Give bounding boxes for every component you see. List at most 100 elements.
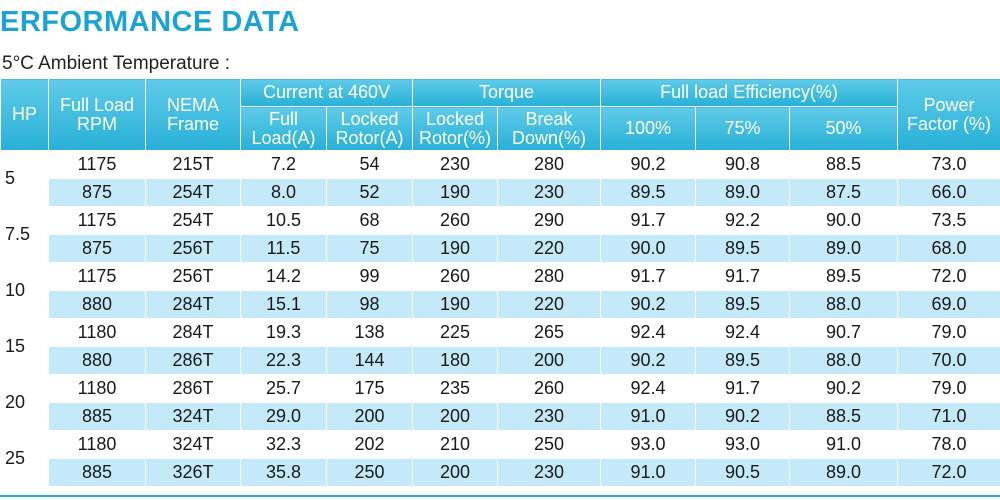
table-row: 880 286T 22.3 144 180 200 90.2 89.5 88.0 70.0: [1, 346, 1000, 375]
table-body: 5 1175 215T 7.2 54 230 280 90.2 90.8 88.5 73.0 875 2…: [0, 150, 1000, 487]
table-cell: 87.5: [789, 178, 899, 207]
table-row: 15 1180 284T 19.3 138 225 265 92.4 92.4 90.7 79.0: [0, 318, 1000, 375]
table-cell: 71.0: [897, 402, 1000, 431]
table-cell: 93.0: [600, 430, 697, 459]
table-cell: 90.8: [695, 150, 791, 179]
table-cell: 90.0: [789, 206, 899, 235]
table-cell: 265: [497, 318, 602, 347]
table-row: 885 326T 35.8 250 200 230 91.0 90.5 89.0 72.0: [1, 458, 1000, 487]
table-cell: 72.0: [897, 458, 1000, 487]
table-cell: 89.5: [789, 262, 899, 291]
table-cell: 1180: [48, 374, 146, 403]
table-cell: 99: [325, 262, 414, 291]
table-cell: 1180: [48, 430, 146, 459]
header-torque-break-down: Break Down(%): [497, 106, 602, 151]
table-cell: 90.2: [600, 150, 697, 179]
header-eff-50: 50%: [789, 106, 899, 151]
table-cell: 75: [325, 234, 414, 263]
table-cell: 254T: [145, 178, 241, 207]
header-efficiency-group: Full load Efficiency(%): [600, 78, 899, 107]
table-cell: 880: [48, 290, 146, 319]
table-cell: 73.5: [897, 206, 1000, 235]
table-row: 875 256T 11.5 75 190 220 90.0 89.5 89.0 68.0: [1, 234, 1000, 263]
table-row: 5 1175 215T 7.2 54 230 280 90.2 90.8 88.5 73.0: [0, 150, 1000, 207]
table-cell: 89.5: [695, 346, 791, 375]
table-cell: 90.2: [600, 346, 697, 375]
table-cell: 286T: [145, 374, 241, 403]
header-current-locked-rotor: Locked Rotor(A): [325, 106, 414, 151]
table-cell: 1175: [48, 206, 146, 235]
hp-cell: 7.5: [0, 206, 49, 263]
table-cell: 175: [325, 374, 414, 403]
table-cell: 89.5: [600, 178, 697, 207]
hp-cell: 20: [0, 374, 49, 431]
table-cell: 885: [48, 402, 146, 431]
table-cell: 290: [497, 206, 602, 235]
table-cell: 79.0: [897, 374, 1000, 403]
table-cell: 260: [497, 374, 602, 403]
table-cell: 91.0: [789, 430, 899, 459]
hp-cell: 10: [0, 262, 49, 319]
table-cell: 1175: [48, 150, 146, 179]
table-cell: 200: [325, 402, 414, 431]
table-cell: 324T: [145, 402, 241, 431]
table-cell: 260: [412, 262, 499, 291]
table-cell: 284T: [145, 290, 241, 319]
table-cell: 89.5: [695, 290, 791, 319]
table-cell: 215T: [145, 150, 241, 179]
table-cell: 52: [325, 178, 414, 207]
table-cell: 68: [325, 206, 414, 235]
table-cell: 254T: [145, 206, 241, 235]
table-cell: 286T: [145, 346, 241, 375]
table-cell: 230: [497, 178, 602, 207]
table-cell: 8.0: [240, 178, 327, 207]
page-title: ERFORMANCE DATA: [0, 6, 300, 38]
ambient-temperature-subtitle: 5°C Ambient Temperature :: [2, 53, 230, 74]
table-cell: 190: [412, 178, 499, 207]
table-cell: 7.2: [240, 150, 327, 179]
table-header: HP Full Load RPM NEMA Frame Current at 460…: [0, 78, 1000, 151]
table-cell: 90.5: [695, 458, 791, 487]
table-cell: 91.7: [600, 206, 697, 235]
table-cell: 280: [497, 150, 602, 179]
table-cell: 250: [325, 458, 414, 487]
table-cell: 89.5: [695, 234, 791, 263]
table-row: 880 284T 15.1 98 190 220 90.2 89.5 88.0 69.0: [1, 290, 1000, 319]
header-torque-group: Torque: [412, 78, 602, 107]
table-cell: 220: [497, 234, 602, 263]
table-cell: 200: [497, 346, 602, 375]
table-cell: 92.4: [600, 374, 697, 403]
header-full-load-rpm: Full Load RPM: [48, 78, 146, 151]
table-cell: 256T: [145, 262, 241, 291]
table-cell: 22.3: [240, 346, 327, 375]
table-cell: 230: [497, 458, 602, 487]
table-cell: 220: [497, 290, 602, 319]
table-cell: 260: [412, 206, 499, 235]
header-eff-100: 100%: [600, 106, 697, 151]
table-cell: 78.0: [897, 430, 1000, 459]
table-cell: 90.0: [600, 234, 697, 263]
table-cell: 89.0: [789, 234, 899, 263]
hp-cell: 25: [0, 430, 49, 487]
table-cell: 91.0: [600, 402, 697, 431]
header-power-factor: Power Factor (%): [897, 78, 1000, 151]
table-cell: 210: [412, 430, 499, 459]
table-cell: 68.0: [897, 234, 1000, 263]
table-cell: 88.5: [789, 402, 899, 431]
table-row: 7.5 1175 254T 10.5 68 260 290 91.7 92.2 90.0 73.5: [0, 206, 1000, 263]
table-cell: 885: [48, 458, 146, 487]
table-row: 20 1180 286T 25.7 175 235 260 92.4 91.7 90.2 79.0: [0, 374, 1000, 431]
table-row: 10 1175 256T 14.2 99 260 280 91.7 91.7 89.5 72.0: [0, 262, 1000, 319]
table-row: 885 324T 29.0 200 200 230 91.0 90.2 88.5 71.0: [1, 402, 1000, 431]
table-cell: 88.5: [789, 150, 899, 179]
table-cell: 90.2: [789, 374, 899, 403]
table-cell: 90.7: [789, 318, 899, 347]
table-cell: 14.2: [240, 262, 327, 291]
table-cell: 880: [48, 346, 146, 375]
table-cell: 89.0: [695, 178, 791, 207]
table-cell: 138: [325, 318, 414, 347]
table-cell: 875: [48, 178, 146, 207]
table-cell: 144: [325, 346, 414, 375]
table-cell: 88.0: [789, 346, 899, 375]
